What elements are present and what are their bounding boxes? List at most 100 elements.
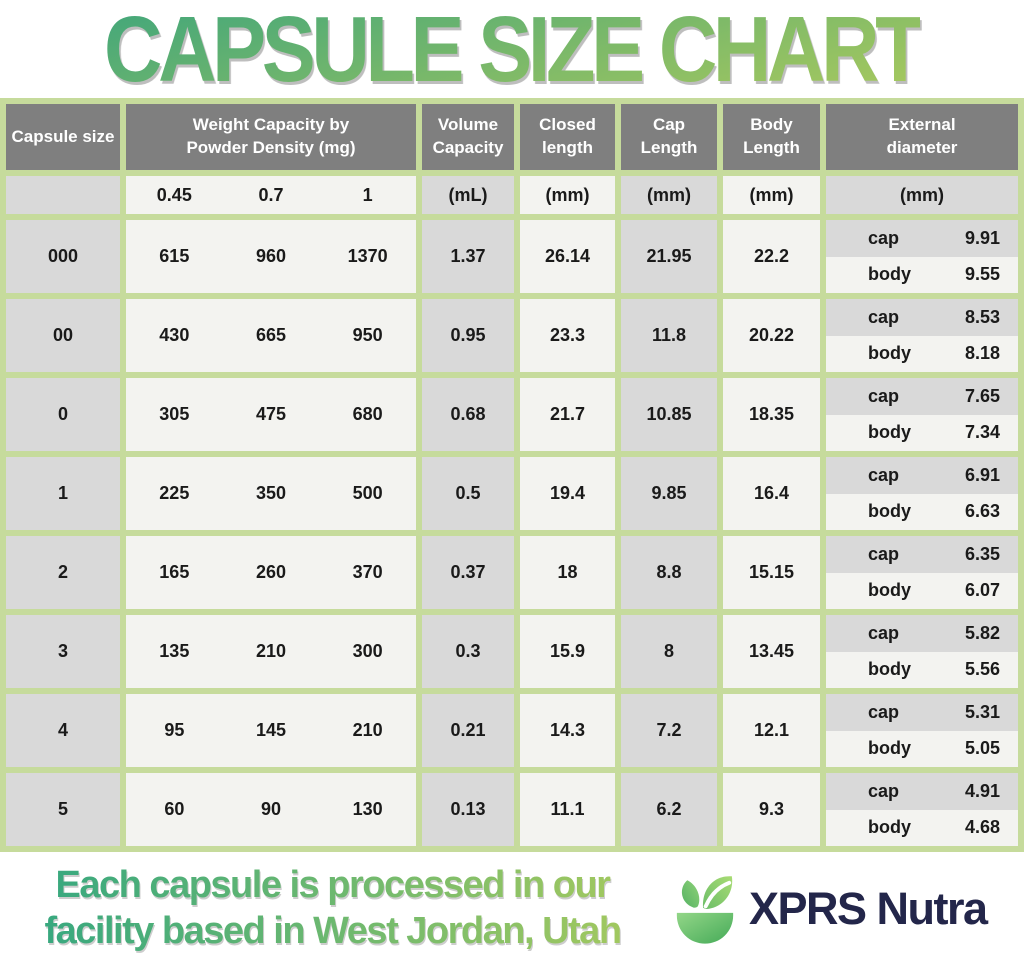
cell-2-w1: 370	[352, 562, 383, 582]
cell-4-size: 4	[6, 694, 120, 767]
cell-00-weights: 430 665 950	[126, 299, 416, 372]
footer-line1: Each capsule is processed in our	[55, 864, 610, 907]
cell-3-w1: 300	[352, 641, 383, 661]
cell-2-cap-length: 8.8	[621, 536, 717, 609]
cell-00-cap-length: 11.8	[621, 299, 717, 372]
brand-lockup: XPRS Nutra	[669, 867, 988, 951]
cell-3-size: 3	[6, 615, 120, 688]
cell-4-ext-cap: cap 5.31	[826, 694, 1018, 731]
unit-closed: (mm)	[520, 176, 615, 214]
cell-00-size: 00	[6, 299, 120, 372]
cell-0-closed: 21.7	[520, 378, 615, 451]
header-cap-length: Cap Length	[621, 104, 717, 170]
cell-000-w1: 1370	[347, 246, 388, 266]
cell-000-external: cap 9.91 body 9.55	[826, 220, 1018, 293]
brand-name: XPRS Nutra	[749, 883, 988, 934]
cell-1-body-length: 16.4	[723, 457, 820, 530]
cell-0-cap-length: 10.85	[621, 378, 717, 451]
cell-3-closed: 15.9	[520, 615, 615, 688]
mortar-leaves-logo-icon	[676, 876, 734, 944]
cell-2-closed: 18	[520, 536, 615, 609]
unit-volume: (mL)	[422, 176, 514, 214]
cell-5-weights: 60 90 130	[126, 773, 416, 846]
cell-1-external: cap 6.91 body 6.63	[826, 457, 1018, 530]
cell-2-body-length: 15.15	[723, 536, 820, 609]
footer-line2: facility based in West Jordan, Utah	[44, 910, 621, 952]
cell-4-w1: 210	[352, 720, 383, 740]
cell-3-ext-body: body 5.56	[826, 651, 1018, 688]
cell-5-w045: 60	[164, 799, 185, 819]
cell-4-volume: 0.21	[422, 694, 514, 767]
cell-00-w1: 950	[352, 325, 383, 345]
header-capsule-size: Capsule size	[6, 104, 120, 170]
cell-00-external: cap 8.53 body 8.18	[826, 299, 1018, 372]
cell-2-ext-cap: cap 6.35	[826, 536, 1018, 573]
cell-00-body-length: 20.22	[723, 299, 820, 372]
cell-2-external: cap 6.35 body 6.07	[826, 536, 1018, 609]
cell-000-w045: 615	[159, 246, 190, 266]
cell-000-weights: 615 960 1370	[126, 220, 416, 293]
density-1: 1	[362, 184, 373, 205]
header-volume-capacity: Volume Capacity	[422, 104, 514, 170]
cell-000-w07: 960	[255, 246, 287, 266]
cell-000-ext-body: body 9.55	[826, 256, 1018, 293]
cell-0-weights: 305 475 680	[126, 378, 416, 451]
cell-00-ext-body: body 8.18	[826, 335, 1018, 372]
cell-1-w045: 225	[159, 483, 190, 503]
cell-3-ext-cap: cap 5.82	[826, 615, 1018, 652]
cell-1-closed: 19.4	[520, 457, 615, 530]
cell-2-w045: 165	[159, 562, 190, 582]
unit-cap: (mm)	[621, 176, 717, 214]
cell-5-size: 5	[6, 773, 120, 846]
cell-4-cap-length: 7.2	[621, 694, 717, 767]
cell-3-cap-length: 8	[621, 615, 717, 688]
cell-0-w07: 475	[255, 404, 287, 424]
footer: Each capsule is processed in our facilit…	[0, 852, 1024, 966]
cell-5-body-length: 9.3	[723, 773, 820, 846]
unit-body: (mm)	[723, 176, 820, 214]
cell-000-body-length: 22.2	[723, 220, 820, 293]
cell-00-w045: 430	[159, 325, 190, 345]
cell-1-ext-cap: cap 6.91	[826, 457, 1018, 494]
cell-2-weights: 165 260 370	[126, 536, 416, 609]
cell-5-cap-length: 6.2	[621, 773, 717, 846]
cell-2-volume: 0.37	[422, 536, 514, 609]
cell-0-ext-body: body 7.34	[826, 414, 1018, 451]
capsule-size-table: Capsule size Weight Capacity by Powder D…	[0, 98, 1024, 852]
cell-00-w07: 665	[255, 325, 287, 345]
cell-4-w045: 95	[164, 720, 185, 740]
cell-0-w045: 305	[159, 404, 190, 424]
cell-4-weights: 95 145 210	[126, 694, 416, 767]
cell-4-external: cap 5.31 body 5.05	[826, 694, 1018, 767]
subheader-empty	[6, 176, 120, 214]
cell-3-weights: 135 210 300	[126, 615, 416, 688]
cell-0-ext-cap: cap 7.65	[826, 378, 1018, 415]
cell-5-external: cap 4.91 body 4.68	[826, 773, 1018, 846]
cell-2-ext-body: body 6.07	[826, 572, 1018, 609]
cell-4-body-length: 12.1	[723, 694, 820, 767]
cell-00-closed: 23.3	[520, 299, 615, 372]
cell-2-size: 2	[6, 536, 120, 609]
cell-000-cap-length: 21.95	[621, 220, 717, 293]
cell-1-weights: 225 350 500	[126, 457, 416, 530]
cell-4-closed: 14.3	[520, 694, 615, 767]
cell-0-size: 0	[6, 378, 120, 451]
cell-5-ext-body: body 4.68	[826, 809, 1018, 846]
cell-1-volume: 0.5	[422, 457, 514, 530]
cell-3-external: cap 5.82 body 5.56	[826, 615, 1018, 688]
cell-000-volume: 1.37	[422, 220, 514, 293]
cell-5-w07: 90	[260, 799, 281, 819]
title-bar: CAPSULE SIZE CHART	[0, 0, 1024, 101]
header-weight-capacity: Weight Capacity by Powder Density (mg)	[126, 104, 416, 170]
cell-1-w1: 500	[352, 483, 383, 503]
cell-000-size: 000	[6, 220, 120, 293]
header-external-diameter: External diameter	[826, 104, 1018, 170]
cell-1-ext-body: body 6.63	[826, 493, 1018, 530]
cell-0-external: cap 7.65 body 7.34	[826, 378, 1018, 451]
unit-external: (mm)	[826, 176, 1018, 214]
cell-5-closed: 11.1	[520, 773, 615, 846]
cell-1-w07: 350	[255, 483, 287, 503]
cell-5-w1: 130	[352, 799, 383, 819]
cell-3-body-length: 13.45	[723, 615, 820, 688]
page-title: CAPSULE SIZE CHART	[104, 0, 925, 103]
